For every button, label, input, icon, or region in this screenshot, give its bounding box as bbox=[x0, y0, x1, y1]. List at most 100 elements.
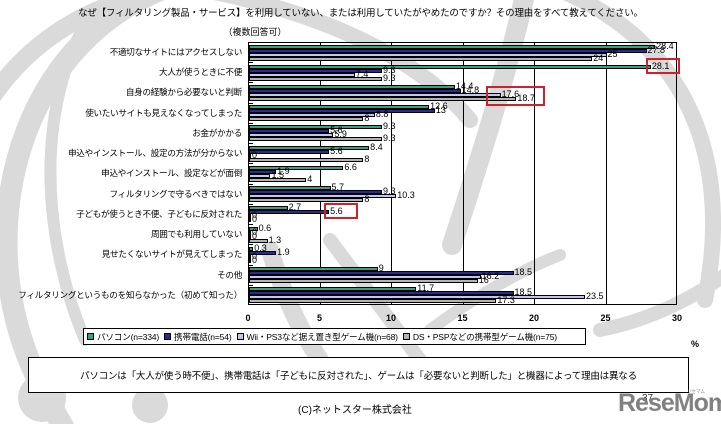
bar bbox=[249, 56, 593, 61]
legend-swatch-icon bbox=[164, 333, 172, 340]
bar bbox=[249, 214, 251, 219]
data-label: 0.3 bbox=[254, 242, 267, 253]
bar bbox=[249, 64, 651, 69]
data-label: 5.7 bbox=[331, 182, 345, 193]
copyright-text: (C)ネットスター株式会社 bbox=[298, 405, 412, 416]
data-label: 12.6 bbox=[430, 101, 448, 112]
data-label: 27.8 bbox=[647, 44, 666, 55]
highlight-box bbox=[324, 203, 359, 220]
x-tick-label: 5 bbox=[316, 313, 322, 323]
bar bbox=[249, 299, 497, 304]
y-tick bbox=[249, 122, 253, 124]
data-label: 0 bbox=[252, 149, 258, 160]
data-label: 2.7 bbox=[288, 202, 302, 213]
data-label: 18.5 bbox=[514, 267, 533, 278]
category-label: その他 bbox=[217, 269, 242, 280]
bar bbox=[249, 52, 607, 57]
bar bbox=[249, 125, 382, 130]
data-label: 5.9 bbox=[334, 129, 347, 140]
y-tick bbox=[249, 82, 253, 84]
chart-subtitle: （複数回答可） bbox=[223, 27, 287, 37]
bar bbox=[249, 295, 586, 300]
category-label: 申込やインストール、設定などが面倒 bbox=[101, 168, 242, 179]
category-label: 見せたくないサイトが見えてしまった bbox=[101, 249, 243, 260]
data-label: 5.6 bbox=[330, 125, 343, 136]
category-label: フィルタリングで守るべきではない bbox=[109, 188, 242, 199]
legend-label: DS・PSPなどの携帯型ゲーム機(n=75) bbox=[412, 331, 557, 342]
bar bbox=[249, 44, 656, 49]
data-label: 1.9 bbox=[277, 246, 290, 257]
data-label: 0 bbox=[252, 210, 258, 221]
data-label: 8.8 bbox=[375, 109, 389, 120]
y-tick bbox=[249, 183, 253, 185]
bar bbox=[249, 68, 382, 73]
data-label: 5.6 bbox=[330, 206, 343, 217]
page-number: 37 bbox=[642, 393, 654, 404]
gridline bbox=[391, 43, 392, 304]
gridline bbox=[605, 43, 607, 304]
bar bbox=[249, 165, 344, 170]
legend-swatch-icon bbox=[87, 333, 94, 340]
data-label: 6.6 bbox=[344, 161, 357, 172]
x-tick-label: 30 bbox=[671, 313, 682, 323]
legend-swatch-icon bbox=[402, 333, 410, 340]
bar bbox=[249, 113, 375, 118]
bar bbox=[249, 254, 251, 259]
bar bbox=[249, 258, 251, 263]
chart-title: なぜ【フィルタリング製品・サービス】を利用していない、または利用していたがやめた… bbox=[78, 8, 643, 19]
data-label: 23.5 bbox=[586, 291, 604, 302]
bar bbox=[249, 149, 330, 154]
bar bbox=[249, 48, 647, 53]
data-label: 8.4 bbox=[370, 141, 383, 152]
bar bbox=[249, 117, 364, 122]
x-tick-label: 0 bbox=[245, 313, 251, 323]
category-label: 周囲でも利用していない bbox=[151, 229, 242, 240]
y-tick bbox=[249, 143, 253, 145]
x-tick-label: 25 bbox=[600, 313, 611, 323]
resemom-logo: ReseMom bbox=[618, 389, 721, 417]
legend-item: Wii・PS3など据え置き型ゲーム機(n=68) bbox=[236, 331, 399, 343]
data-label: 9.3 bbox=[382, 72, 396, 83]
bar bbox=[249, 186, 331, 191]
legend: パソコン(n=334) 携帯電話(n=54) Wii・PS3など据え置き型ゲーム機(… bbox=[83, 328, 586, 345]
legend-swatch-icon bbox=[236, 333, 244, 340]
data-label: 10.3 bbox=[397, 190, 415, 201]
x-tick-label: 10 bbox=[385, 313, 396, 323]
x-tick-label: 20 bbox=[528, 313, 539, 323]
resemom-logo-kana: リセマム bbox=[687, 389, 705, 394]
y-tick bbox=[249, 284, 253, 286]
y-tick bbox=[249, 102, 253, 104]
bar bbox=[249, 129, 330, 134]
bar bbox=[249, 226, 258, 231]
data-label: 8 bbox=[364, 113, 370, 124]
bar bbox=[249, 194, 397, 199]
bar bbox=[249, 267, 378, 272]
data-label: 5.6 bbox=[330, 145, 343, 156]
data-label: 24 bbox=[593, 52, 604, 63]
bar bbox=[249, 133, 334, 138]
data-label: 9.3 bbox=[382, 133, 396, 144]
category-label: 不適切なサイトにはアクセスしない bbox=[109, 47, 243, 57]
gridline bbox=[319, 43, 321, 304]
bar bbox=[249, 246, 254, 251]
y-tick bbox=[249, 203, 253, 205]
y-tick bbox=[249, 62, 253, 64]
summary-text: パソコンは「大人が使う時不便」、携帯電話は「子どもに反対された」、ゲームは「必要… bbox=[80, 371, 637, 382]
category-label: 大人が使うときに不便 bbox=[159, 67, 242, 78]
data-label: 9.3 bbox=[382, 186, 396, 197]
legend-label: パソコン(n=334) bbox=[97, 331, 160, 342]
x-axis-unit: % bbox=[691, 339, 700, 349]
bar bbox=[249, 279, 478, 284]
gridline bbox=[534, 43, 535, 304]
bar bbox=[249, 109, 435, 114]
category-label: フィルタリングというものを知らなかった（初めて知った） bbox=[18, 289, 242, 300]
data-label: 17.3 bbox=[497, 295, 515, 306]
legend-item: DS・PSPなどの携帯型ゲーム機(n=75) bbox=[402, 331, 557, 343]
data-label: 8 bbox=[364, 194, 370, 205]
bar bbox=[249, 96, 517, 101]
legend-label: Wii・PS3など据え置き型ゲーム機(n=68) bbox=[246, 331, 399, 342]
data-label: 9 bbox=[378, 263, 384, 274]
data-label: 11.7 bbox=[417, 283, 435, 294]
legend-item: 携帯電話(n=54) bbox=[164, 331, 232, 343]
